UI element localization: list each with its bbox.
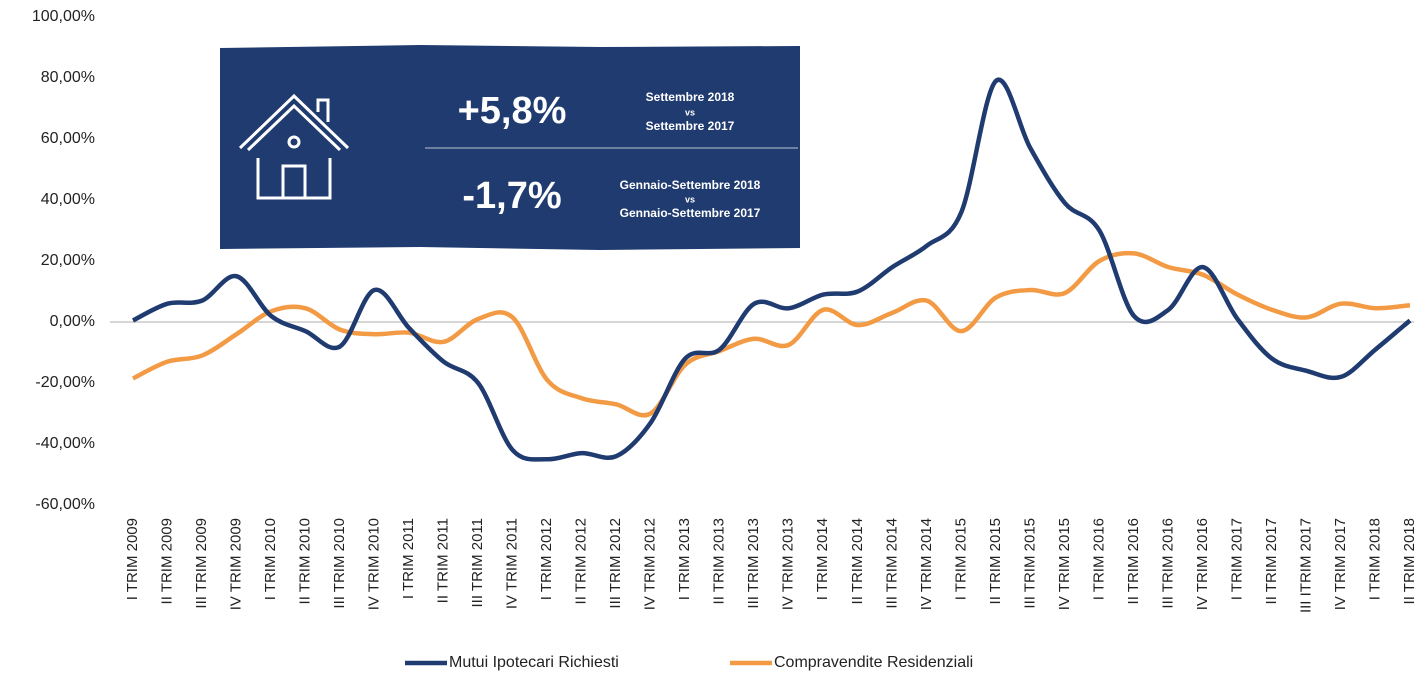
callout-compare: Settembre 2017 xyxy=(646,119,735,133)
x-tick-label: I TRIM 2012 xyxy=(538,518,555,600)
x-tick-label: II TRIM 2014 xyxy=(849,518,866,604)
x-tick-label: I TRIM 2015 xyxy=(952,518,969,600)
house-icon xyxy=(238,93,350,200)
x-tick-label: IV TRIM 2015 xyxy=(1056,518,1073,610)
y-tick-label: 40,00% xyxy=(41,191,95,208)
x-tick-label: I TRIM 2013 xyxy=(676,518,693,600)
x-tick-label: I TRIM 2017 xyxy=(1228,518,1245,600)
y-tick-label: 100,00% xyxy=(32,8,95,25)
x-tick-label: IV TRIM 2016 xyxy=(1194,518,1211,610)
legend-label: Compravendite Residenziali xyxy=(774,654,973,671)
callout-period: Settembre 2018 xyxy=(646,90,735,104)
x-tick-label: II TRIM 2015 xyxy=(987,518,1004,604)
x-tick-label: III TRIM 2010 xyxy=(331,518,348,609)
y-tick-label: -60,00% xyxy=(35,496,95,513)
x-tick-label: I TRIM 2010 xyxy=(262,518,279,600)
x-tick-label: III TRIM 2015 xyxy=(1021,518,1038,609)
x-tick-label: I TRIM 2011 xyxy=(400,518,417,599)
x-tick-label: IV TRIM 2011 xyxy=(504,518,521,609)
callout-compare: Gennaio-Settembre 2017 xyxy=(620,206,761,220)
x-tick-label: II TRIM 2018 xyxy=(1401,518,1416,604)
x-tick-label: III TRIM 2009 xyxy=(193,518,210,609)
x-tick-label: III ITRIM 2017 xyxy=(1297,518,1314,613)
series-line xyxy=(131,77,1412,462)
y-tick-label: 80,00% xyxy=(41,69,95,86)
x-tick-label: IV TRIM 2009 xyxy=(228,518,245,610)
x-tick-label: IV TRIM 2017 xyxy=(1332,518,1349,610)
callout-period: Gennaio-Settembre 2018 xyxy=(620,178,761,192)
callout-vs: vs xyxy=(685,107,695,117)
x-tick-label: III TRIM 2014 xyxy=(883,518,900,609)
x-tick-label: III TRIM 2016 xyxy=(1159,518,1176,609)
callout-value: -1,7% xyxy=(462,175,561,217)
x-tick-label: I TRIM 2016 xyxy=(1090,518,1107,600)
x-tick-label: I TRIM 2009 xyxy=(124,518,141,600)
y-tick-label: 20,00% xyxy=(41,252,95,269)
x-tick-label: II TRIM 2017 xyxy=(1263,518,1280,604)
x-tick-label: III TRIM 2011 xyxy=(469,518,486,607)
series-line xyxy=(131,250,1411,418)
callout-banner: +5,8% Settembre 2018 vs Settembre 2017 -… xyxy=(220,45,800,250)
y-tick-label: -40,00% xyxy=(35,435,95,452)
y-tick-label: 60,00% xyxy=(41,130,95,147)
x-tick-label: II TRIM 2009 xyxy=(158,518,175,604)
x-tick-label: IV TRIM 2013 xyxy=(780,518,797,610)
x-tick-label: II TRIM 2011 xyxy=(435,518,452,603)
x-tick-label: III TRIM 2012 xyxy=(607,518,624,609)
y-tick-label: 0,00% xyxy=(50,313,95,330)
x-tick-label: I TRIM 2018 xyxy=(1366,518,1383,600)
x-tick-label: IV TRIM 2014 xyxy=(918,518,935,610)
callout-value: +5,8% xyxy=(458,90,567,132)
x-tick-label: IV TRIM 2012 xyxy=(642,518,659,610)
x-tick-label: II TRIM 2010 xyxy=(297,518,314,604)
plot: -60,00% -40,00% -20,00% 0,00% 20,00% 40,00% 60… xyxy=(32,8,1416,671)
x-tick-label: I TRIM 2014 xyxy=(814,518,831,600)
legend-label: Mutui Ipotecari Richiesti xyxy=(449,654,619,671)
x-tick-label: II TRIM 2016 xyxy=(1125,518,1142,604)
x-tick-label: IV TRIM 2010 xyxy=(366,518,383,610)
x-tick-label: II TRIM 2013 xyxy=(711,518,728,604)
y-tick-label: -20,00% xyxy=(35,374,95,391)
callout-vs: vs xyxy=(685,194,695,204)
x-tick-label: III TRIM 2013 xyxy=(745,518,762,609)
x-tick-label: II TRIM 2012 xyxy=(573,518,590,604)
